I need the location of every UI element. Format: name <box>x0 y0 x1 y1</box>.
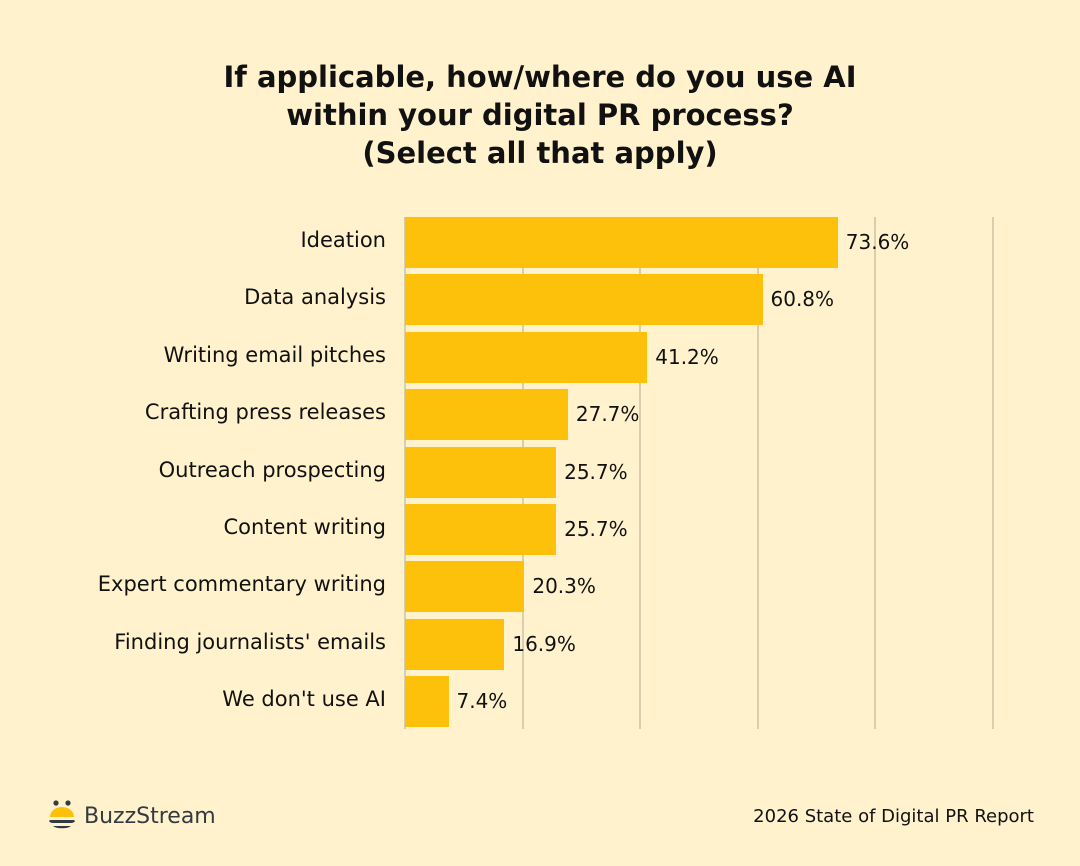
value-label: 7.4% <box>456 689 508 714</box>
value-label: 16.9% <box>512 631 576 656</box>
bar-row: 25.7% <box>405 446 993 498</box>
bar <box>405 618 505 670</box>
bar <box>405 389 568 441</box>
bar-row: 27.7% <box>405 389 993 441</box>
bar-row: 7.4% <box>405 676 993 728</box>
bar <box>405 676 449 728</box>
bar-row: 60.8% <box>405 274 993 326</box>
gridline <box>992 217 994 729</box>
category-label: We don't use AI <box>222 687 386 712</box>
value-label: 60.8% <box>770 287 835 312</box>
gridline <box>874 217 877 729</box>
category-label: Content writing <box>223 515 386 539</box>
value-label: 25.7% <box>564 459 628 484</box>
category-label: Expert commentary writing <box>97 572 386 597</box>
category-label: Finding journalists' emails <box>114 629 386 654</box>
value-label: 41.2% <box>655 344 719 369</box>
value-label: 27.7% <box>575 402 640 427</box>
plot-area: 73.6% 60.8% 41.2% 27.7% 25.7% 25.7% 20.3% 16.9%… <box>404 217 994 729</box>
brand-name: BuzzStream <box>84 803 216 829</box>
category-label: Crafting press releases <box>144 400 386 425</box>
bar-row: 16.9% <box>405 618 993 670</box>
bar-row: 20.3% <box>405 561 993 613</box>
buzzstream-logo: BuzzStream <box>48 796 216 836</box>
title-line-3: (Select all that apply) <box>362 136 718 170</box>
category-label: Data analysis <box>244 285 386 310</box>
title-line-1: If applicable, how/where do you use AI <box>223 60 857 94</box>
value-label: 73.6% <box>845 230 910 254</box>
bar <box>405 217 838 268</box>
title-line-2: within your digital PR process? <box>286 98 794 132</box>
bar <box>405 504 557 555</box>
chart-title: If applicable, how/where do you use AI w… <box>0 58 1080 172</box>
bar-row: 25.7% <box>405 504 993 555</box>
bee-icon <box>49 800 75 829</box>
bar-row: 73.6% <box>405 217 993 268</box>
bar <box>405 331 648 383</box>
bar <box>405 561 525 613</box>
category-label: Writing email pitches <box>163 342 386 367</box>
value-label: 25.7% <box>564 517 628 541</box>
bar <box>405 446 557 498</box>
category-label: Outreach prospecting <box>158 457 386 482</box>
source-note: 2026 State of Digital PR Report <box>753 806 1034 827</box>
gridline <box>756 217 759 729</box>
bar <box>405 274 763 326</box>
bar-row: 41.2% <box>405 331 993 383</box>
gridline <box>639 217 642 729</box>
category-label: Ideation <box>300 228 386 252</box>
value-label: 20.3% <box>532 574 596 599</box>
